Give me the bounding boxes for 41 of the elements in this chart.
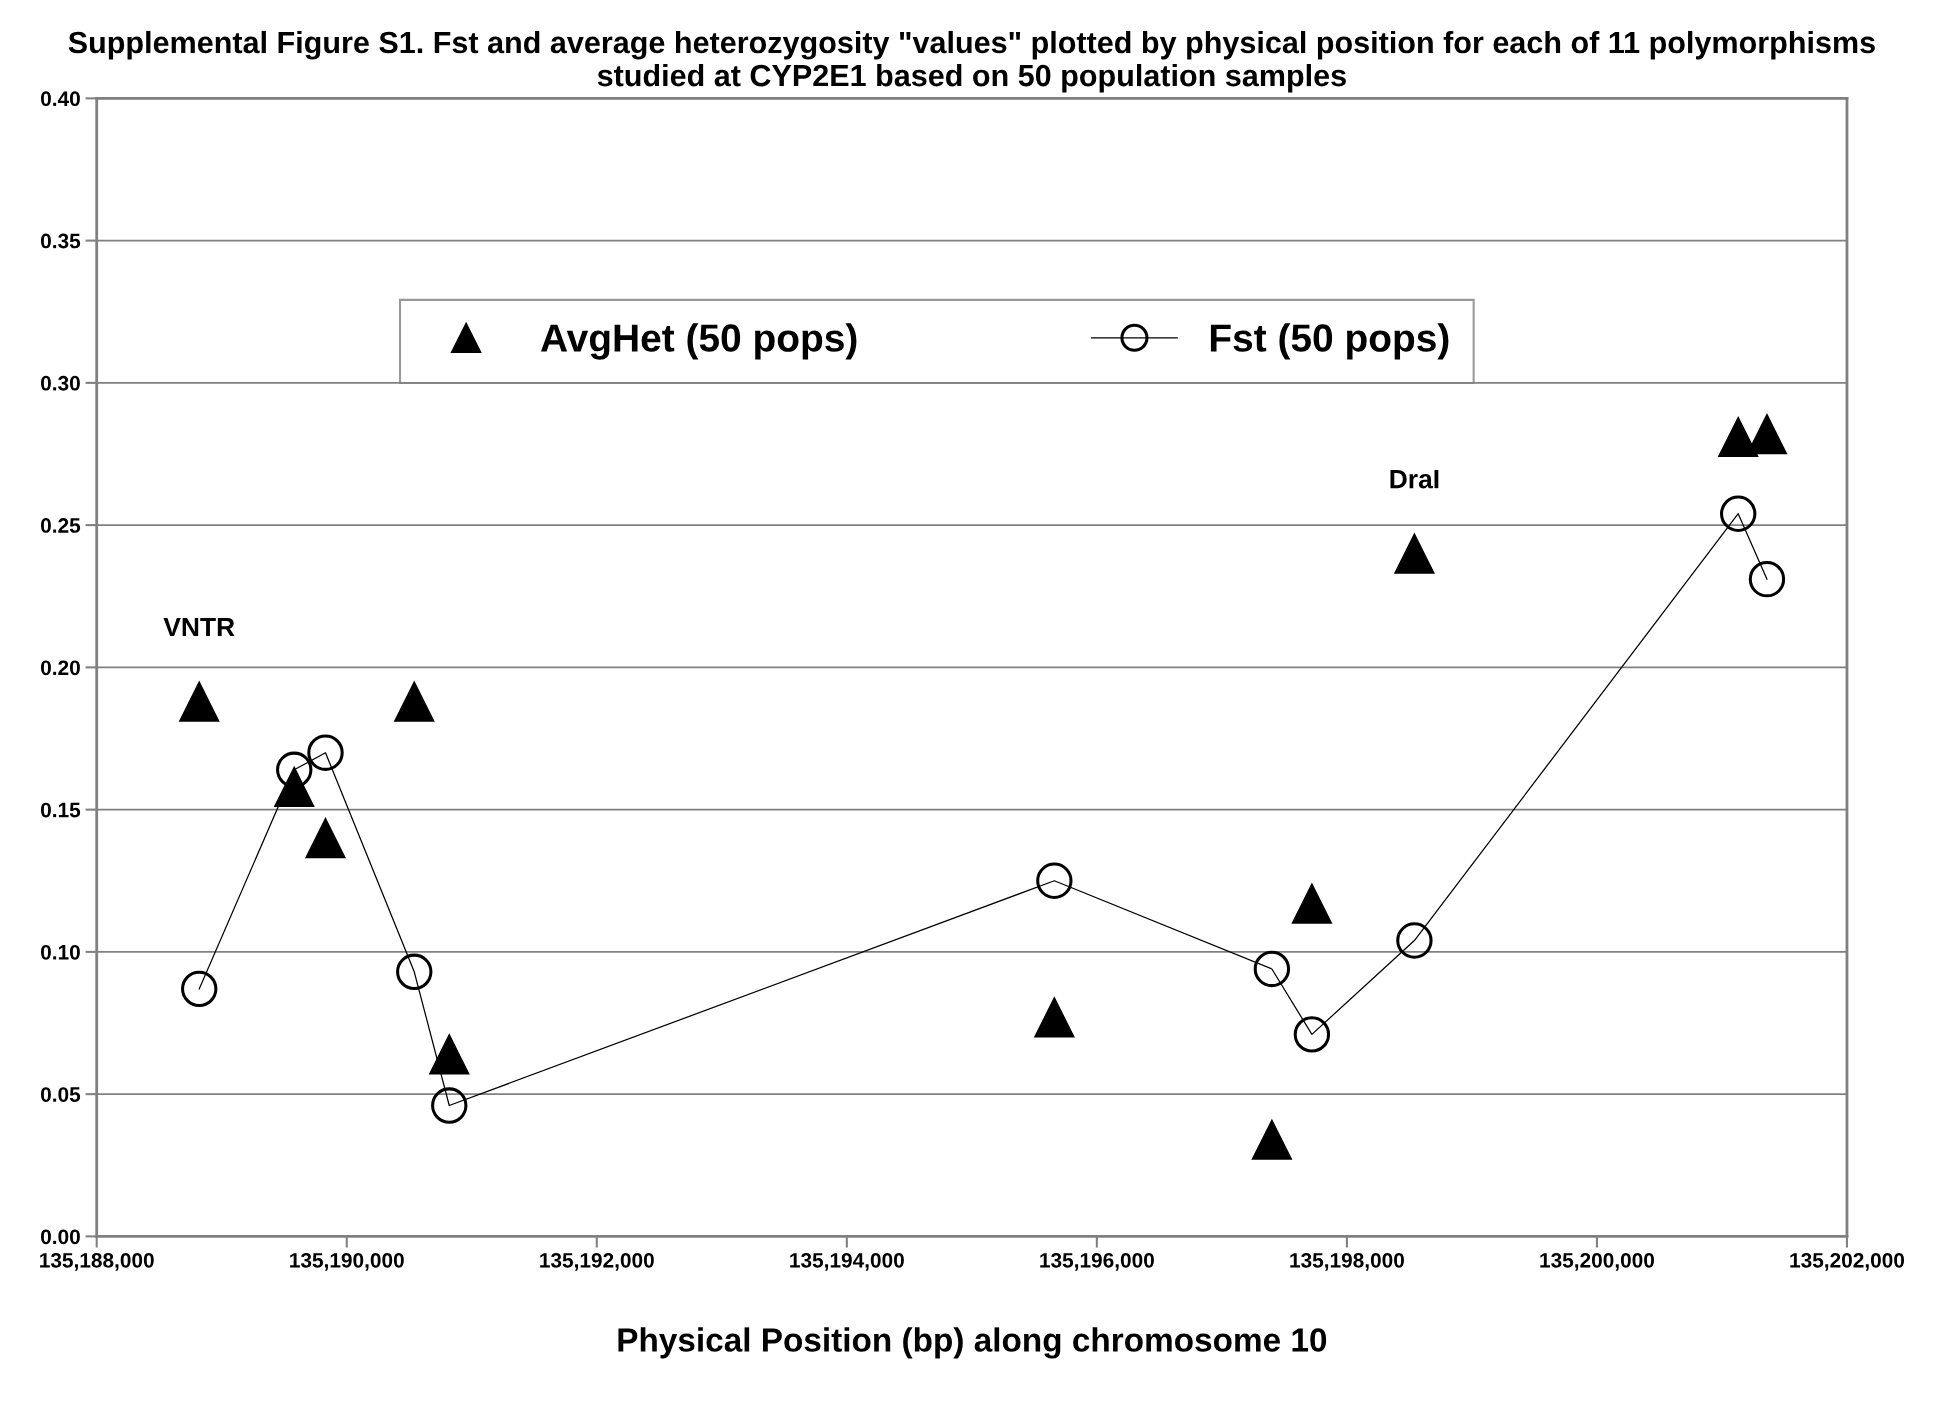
point (1036, 862, 1073, 899)
y-tick-label: 0.40 (41, 91, 80, 107)
legend-label: Fst (50 pops) (1210, 323, 1449, 360)
y-tick-label: 0.15 (41, 802, 81, 818)
point (1253, 950, 1291, 988)
annotation: DraI (1390, 470, 1439, 489)
legend-label: AvgHet (50 pops) (540, 323, 857, 360)
y-tick-label: 0.35 (41, 233, 81, 249)
point (1748, 560, 1786, 598)
x-axis-title: Physical Position (bp) along chromosome 10 (618, 1327, 1327, 1359)
point (1034, 997, 1075, 1038)
point (1394, 533, 1435, 574)
point (394, 681, 435, 722)
y-tick-label: 0.05 (41, 1087, 81, 1102)
x-tick-label: 135,190,000 (290, 1252, 404, 1271)
point (431, 1087, 468, 1124)
x-tick-label: 135,196,000 (1040, 1252, 1154, 1271)
y-tick-label: 0.20 (41, 660, 80, 676)
point (429, 1034, 470, 1075)
y-tick-label: 0.10 (41, 944, 80, 960)
x-tick-label: 135,188,000 (40, 1252, 154, 1271)
point (396, 953, 433, 990)
point (1291, 883, 1333, 924)
point (179, 681, 220, 722)
x-tick-label: 135,198,000 (1290, 1252, 1404, 1271)
point (1396, 922, 1433, 959)
y-tick-label: 0.30 (41, 375, 80, 391)
x-tick-label: 135,202,000 (1790, 1252, 1905, 1271)
annotation: VNTR (163, 617, 235, 637)
point (1718, 416, 1759, 458)
x-tick-label: 135,200,000 (1540, 1252, 1655, 1271)
point (307, 734, 344, 771)
y-tick-label: 0.25 (41, 518, 81, 533)
point (1720, 495, 1757, 532)
x-tick-label: 135,192,000 (540, 1252, 654, 1271)
point (1251, 1119, 1293, 1160)
x-tick-label: 135,194,000 (790, 1252, 904, 1271)
y-tick-label: 0.00 (41, 1229, 80, 1245)
point (305, 817, 346, 859)
point (181, 970, 218, 1008)
point (1293, 1016, 1331, 1053)
